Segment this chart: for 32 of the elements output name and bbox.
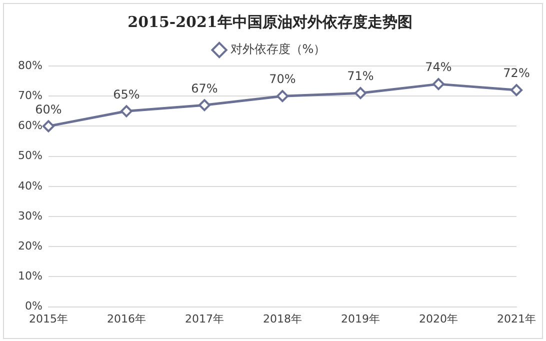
legend-label: 对外依存度（%） [230,42,326,56]
chart-title: 2015-2021年中国原油对外依存度走势图 [128,12,412,31]
y-tick-label: 30% [18,209,42,222]
x-tick-label: 2016年 [106,312,146,326]
point [42,120,54,132]
x-tick-label: 2015年 [28,312,68,326]
x-tick-label: 2017年 [184,312,224,326]
y-tick-label: 50% [18,149,42,162]
y-tick-label: 40% [18,179,42,192]
y-tick-label: 0% [24,300,42,313]
point [276,90,288,102]
point [354,87,366,100]
y-tick-label: 60% [18,119,42,132]
x-tick-label: 2019年 [340,312,380,326]
data-label: 67% [191,81,218,96]
data-label: 72% [503,66,530,80]
data-label: 74% [425,60,452,74]
y-tick-label: 20% [18,239,42,252]
data-label: 71% [347,69,374,84]
y-tick-label: 10% [18,270,42,283]
x-tick-label: 2021年 [497,312,536,326]
point [198,99,210,112]
point [432,78,444,90]
y-tick-label: 80% [18,58,42,72]
point [510,84,523,96]
x-tick-label: 2020年 [418,312,458,326]
data-label: 70% [269,72,296,86]
data-label: 60% [35,102,62,116]
point [120,105,132,118]
x-tick-label: 2018年 [262,312,302,326]
y-tick-label: 70% [18,88,42,102]
data-label: 65% [113,87,140,102]
